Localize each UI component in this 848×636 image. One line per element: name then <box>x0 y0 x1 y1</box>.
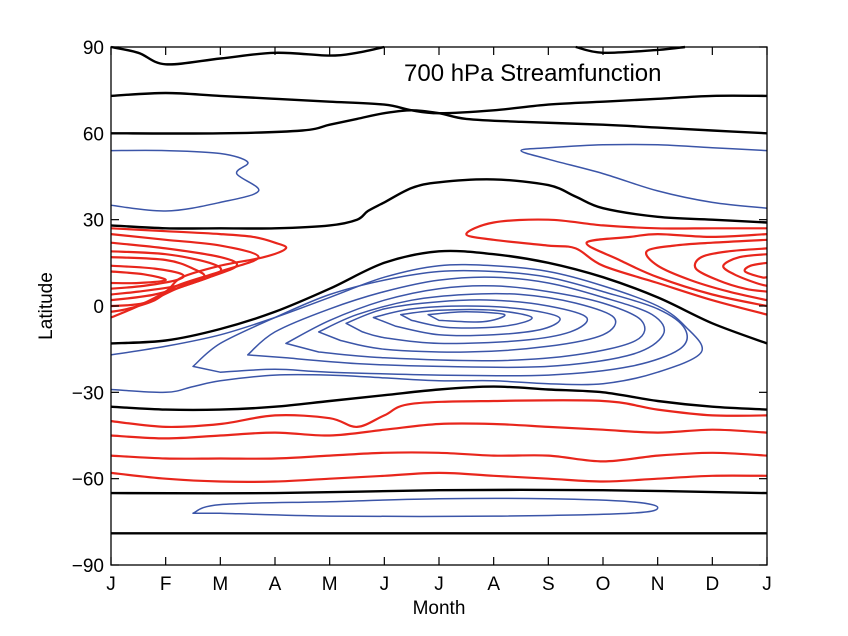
x-tick-label: J <box>380 574 390 595</box>
positive-contour-16 <box>110 471 768 483</box>
zero-contour-1 <box>575 45 686 55</box>
zero-contour-2 <box>110 91 768 115</box>
x-tick-label: J <box>106 574 116 595</box>
zero-contour-4 <box>110 178 768 230</box>
negative-contour-6 <box>317 292 617 353</box>
x-tick-label: M <box>212 574 228 595</box>
y-tick-label: −60 <box>72 470 104 491</box>
x-tick-label: D <box>705 574 719 595</box>
x-axis-title: Month <box>413 598 466 619</box>
contour-lines <box>110 45 768 535</box>
negative-contour-10 <box>427 311 506 323</box>
x-tick-label: O <box>596 574 611 595</box>
negative-contour-0 <box>110 149 260 212</box>
negative-contour-1 <box>520 143 768 209</box>
x-tick-label: A <box>487 574 500 595</box>
positive-contour-2 <box>110 241 239 308</box>
x-tick-label: M <box>322 574 338 595</box>
negative-contour-5 <box>285 285 646 362</box>
positive-contour-13 <box>110 399 768 429</box>
y-tick-label: 0 <box>93 297 104 318</box>
negative-contour-11 <box>192 497 659 518</box>
zero-contour-3 <box>110 109 768 135</box>
positive-contour-11 <box>722 253 768 287</box>
positive-contour-10 <box>693 247 768 293</box>
positive-contour-7 <box>465 218 768 316</box>
negative-contour-7 <box>345 299 589 345</box>
positive-contour-5 <box>110 264 185 290</box>
chart-title: 700 hPa Streamfunction <box>404 60 662 87</box>
x-tick-label: S <box>542 574 555 595</box>
positive-contour-12 <box>743 261 768 279</box>
x-tick-label: J <box>434 574 444 595</box>
positive-contour-15 <box>110 451 768 463</box>
negative-contour-2 <box>110 263 704 394</box>
zero-contour-7 <box>110 488 768 495</box>
y-tick-label: 30 <box>83 211 104 232</box>
x-tick-label: N <box>651 574 665 595</box>
y-tick-label: −90 <box>72 556 104 577</box>
positive-contour-8 <box>585 233 768 308</box>
y-tick-label: 90 <box>83 38 104 59</box>
y-tick-label: −30 <box>72 383 104 404</box>
positive-contour-14 <box>110 422 768 440</box>
x-tick-label: A <box>269 574 282 595</box>
negative-contour-8 <box>372 305 561 337</box>
x-tick-label: J <box>762 574 772 595</box>
positive-contour-6 <box>110 270 167 285</box>
positive-contour-9 <box>645 238 768 302</box>
negative-contour-9 <box>399 308 533 329</box>
y-tick-label: 60 <box>83 124 104 145</box>
y-tick-labels: 90 60 30 0 −30 −60 −90 <box>72 38 104 577</box>
x-tick-label: F <box>160 574 172 595</box>
zero-contour-5 <box>110 249 768 345</box>
zero-contour-6 <box>110 385 768 412</box>
positive-contour-4 <box>110 256 206 296</box>
zero-contour-0 <box>110 45 385 66</box>
negative-contour-3 <box>192 269 688 377</box>
axis-ticks <box>110 46 768 566</box>
negative-contour-4 <box>246 276 666 369</box>
positive-contour-3 <box>110 250 223 302</box>
y-axis-title: Latitude <box>36 272 57 340</box>
